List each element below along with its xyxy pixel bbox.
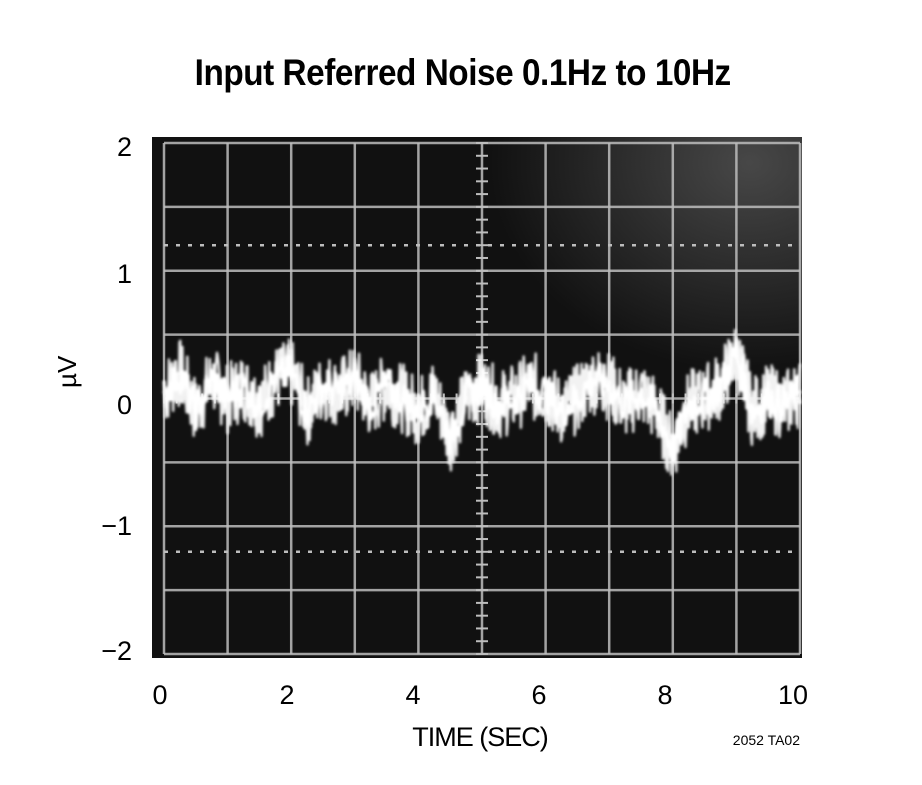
data-point [480, 384, 484, 388]
data-point [416, 409, 420, 413]
y-tick-label: 1 [116, 259, 132, 289]
y-tick-label: 2 [116, 132, 132, 162]
data-point [432, 390, 436, 394]
x-tick-label: 2 [279, 680, 295, 710]
x-tick-label: 6 [531, 680, 547, 710]
data-point [178, 371, 182, 375]
data-point [766, 397, 770, 400]
oscilloscope-plot [152, 137, 802, 658]
data-point [734, 352, 738, 356]
data-point [607, 384, 611, 388]
noise-trace-line [162, 328, 802, 476]
data-point [162, 390, 166, 394]
figure-code: 2052 TA02 [732, 732, 800, 748]
data-point [782, 403, 786, 407]
data-point [750, 409, 754, 413]
data-point [385, 384, 389, 388]
noise-trace [162, 328, 802, 476]
data-point [671, 448, 675, 452]
data-point [687, 403, 691, 407]
data-point [401, 397, 404, 400]
y-tick-label: −1 [101, 511, 132, 541]
data-point [623, 403, 627, 407]
data-point [448, 435, 452, 439]
data-point [560, 409, 563, 413]
x-tick-label: 4 [405, 680, 421, 710]
y-tick-label: −2 [101, 636, 132, 666]
data-point [528, 384, 532, 388]
data-point [639, 390, 643, 394]
y-axis-label: µV [52, 355, 82, 388]
data-point [242, 384, 245, 388]
data-point [798, 390, 802, 394]
x-tick-label: 10 [777, 680, 809, 710]
data-point [655, 409, 659, 413]
data-point [512, 397, 516, 400]
data-point [194, 409, 198, 413]
x-axis-label: TIME (SEC) [412, 722, 549, 752]
data-point [226, 397, 230, 400]
data-point [464, 397, 468, 400]
data-point [337, 390, 341, 394]
x-tick-label: 0 [152, 680, 168, 710]
chart-title: Input Referred Noise 0.1Hz to 10Hz [194, 52, 732, 93]
data-point [496, 403, 500, 407]
data-point [703, 397, 707, 400]
data-point [289, 371, 293, 375]
data-point [257, 403, 261, 407]
data-point [544, 390, 548, 394]
data-point [305, 409, 309, 413]
y-tick-label: 0 [116, 390, 132, 420]
data-point [273, 377, 277, 381]
data-point [591, 377, 595, 381]
data-point [369, 403, 373, 407]
noise-trace-core [162, 341, 802, 463]
data-point [353, 377, 357, 381]
data-point [210, 377, 214, 381]
data-point [719, 384, 722, 388]
data-point [321, 384, 325, 388]
x-tick-label: 8 [657, 680, 673, 710]
data-point [575, 397, 579, 400]
